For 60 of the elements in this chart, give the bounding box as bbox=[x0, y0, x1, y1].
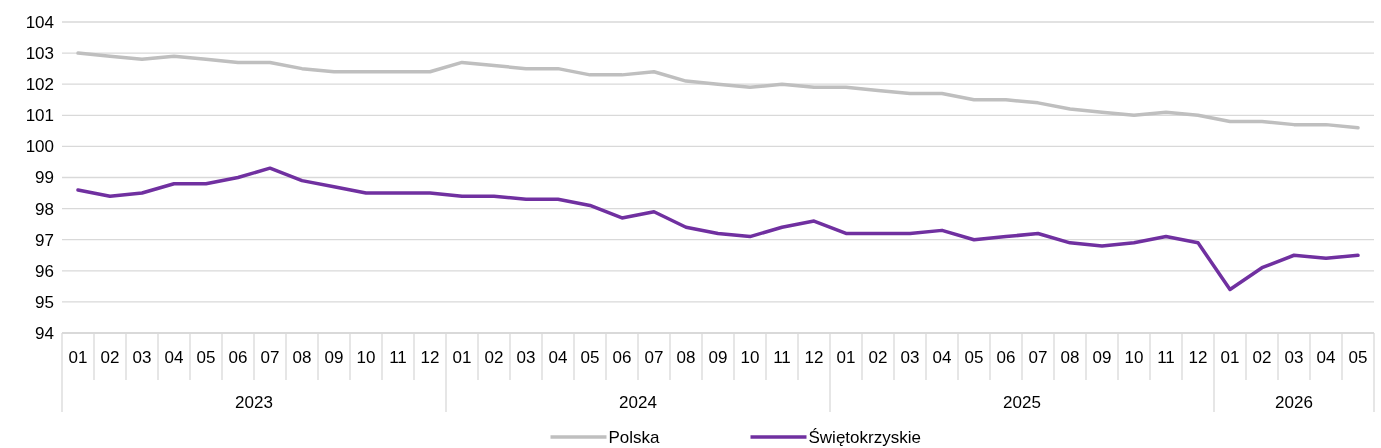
x-tick-label: 07 bbox=[260, 347, 280, 367]
x-tick-label: 03 bbox=[516, 347, 536, 367]
line-series bbox=[76, 51, 1360, 130]
x-tick-label: 09 bbox=[708, 347, 728, 367]
x-tick-label: 03 bbox=[132, 347, 152, 367]
y-tick-label: 103 bbox=[25, 44, 54, 64]
x-tick-label: 01 bbox=[1220, 347, 1240, 367]
x-tick-label: 03 bbox=[1284, 347, 1304, 367]
x-tick-label: 11 bbox=[1157, 347, 1175, 367]
x-tick-label: 04 bbox=[548, 347, 568, 367]
x-tick-label: 07 bbox=[1028, 347, 1048, 367]
x-tick-label: 12 bbox=[1188, 347, 1208, 367]
x-tick-label: 04 bbox=[164, 347, 184, 367]
x-tick-label: 04 bbox=[1316, 347, 1336, 367]
x-tick-label: 02 bbox=[100, 347, 120, 367]
y-tick-label: 100 bbox=[25, 137, 54, 157]
x-tick-label: 05 bbox=[196, 347, 216, 367]
x-tick-label: 08 bbox=[676, 347, 696, 367]
x-tick-label: 08 bbox=[1060, 347, 1080, 367]
x-tick-label: 12 bbox=[420, 347, 440, 367]
line-series bbox=[76, 166, 1360, 292]
x-tick-label: 08 bbox=[292, 347, 312, 367]
y-tick-label: 94 bbox=[35, 323, 54, 343]
y-tick-label: 101 bbox=[25, 106, 54, 126]
y-tick-label: 97 bbox=[35, 230, 54, 250]
x-tick-label: 06 bbox=[996, 347, 1016, 367]
x-tick-label: 02 bbox=[1252, 347, 1272, 367]
y-tick-label: 99 bbox=[35, 168, 54, 188]
x-tick-label: 05 bbox=[1348, 347, 1368, 367]
x-tick-label: 04 bbox=[932, 347, 952, 367]
x-tick-label: 11 bbox=[773, 347, 791, 367]
legend-label: Polska bbox=[608, 427, 661, 447]
y-tick-label: 95 bbox=[35, 292, 54, 312]
y-tick-label: 102 bbox=[25, 75, 54, 95]
x-tick-label: 02 bbox=[484, 347, 504, 367]
x-tick-label: 09 bbox=[324, 347, 344, 367]
x-tick-label: 02 bbox=[868, 347, 888, 367]
legend-label: Świętokrzyskie bbox=[808, 427, 921, 447]
x-tick-label: 01 bbox=[452, 347, 472, 367]
text: 2026 bbox=[1275, 392, 1313, 412]
y-tick-label: 98 bbox=[35, 199, 54, 219]
y-tick-label: 96 bbox=[35, 261, 54, 281]
x-tick-label: 01 bbox=[68, 347, 88, 367]
x-tick-label: 10 bbox=[356, 347, 376, 367]
x-tick-label: 10 bbox=[1124, 347, 1144, 367]
x-tick-label: 06 bbox=[228, 347, 248, 367]
x-tick-label: 09 bbox=[1092, 347, 1112, 367]
x-tick-label: 06 bbox=[612, 347, 632, 367]
x-tick-label: 07 bbox=[644, 347, 664, 367]
x-tick-label: 05 bbox=[964, 347, 984, 367]
x-tick-label: 05 bbox=[580, 347, 600, 367]
y-tick-label: 104 bbox=[25, 12, 54, 32]
text: 2025 bbox=[1003, 392, 1041, 412]
x-tick-label: 10 bbox=[740, 347, 760, 367]
x-tick-label: 11 bbox=[389, 347, 407, 367]
x-tick-label: 01 bbox=[836, 347, 856, 367]
x-tick-label: 03 bbox=[900, 347, 920, 367]
text: 2023 bbox=[235, 392, 273, 412]
x-tick-label: 12 bbox=[804, 347, 824, 367]
text: 2024 bbox=[619, 392, 657, 412]
